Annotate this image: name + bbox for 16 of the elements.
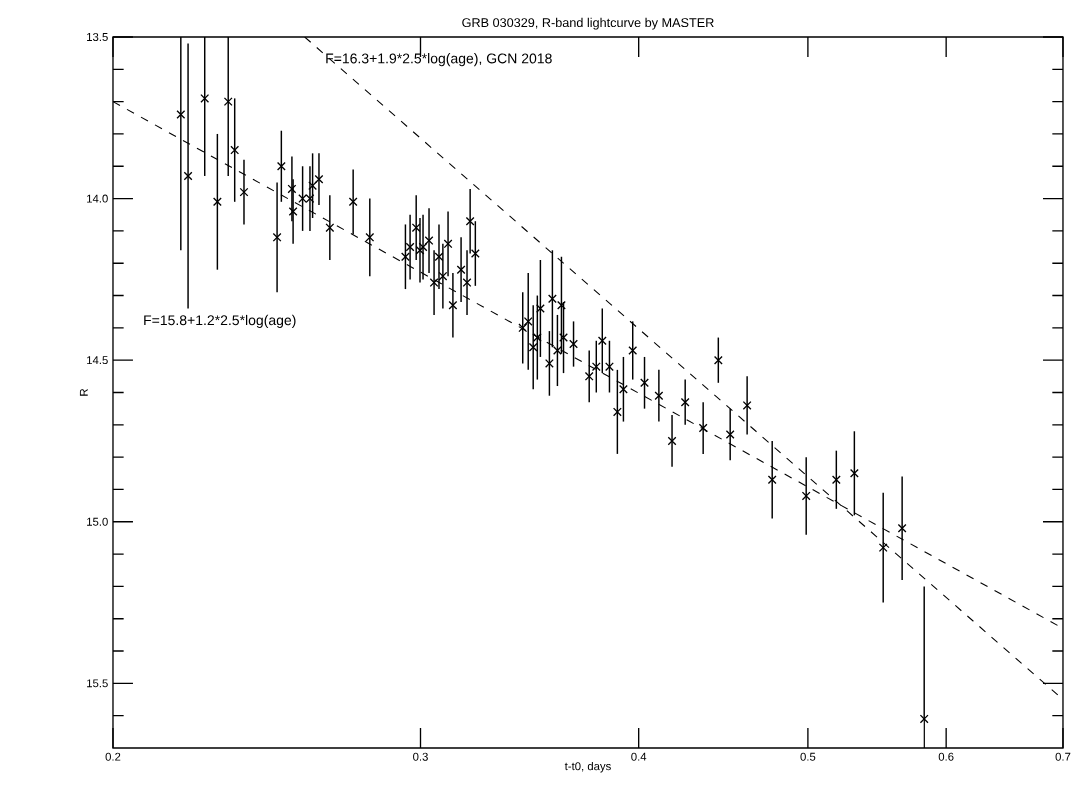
y-tick-label: 15.5 [87, 679, 108, 688]
annotation: F=15.8+1.2*2.5*log(age) [144, 314, 296, 328]
x-tick-label: 0.3 [413, 752, 428, 761]
y-tick-label: 14.5 [87, 356, 108, 365]
x-tick-label: 0.5 [800, 752, 816, 761]
x-axis-title: t-t0, days [564, 761, 611, 773]
x-tick-label: 0.4 [631, 752, 647, 761]
y-tick-label: 14.0 [87, 194, 108, 203]
x-tick-label: 0.2 [105, 752, 121, 761]
annotation: F=16.3+1.9*2.5*log(age), GCN 2018 [326, 53, 552, 67]
y-tick-label: 13.5 [87, 32, 108, 41]
x-tick-label: 0.6 [938, 752, 954, 761]
x-tick-label: 0.7 [1055, 752, 1071, 761]
y-tick-label: 15.0 [87, 517, 108, 526]
y-axis-title: R [79, 388, 88, 396]
chart-title: GRB 030329, R-band lightcurve by MASTER [462, 17, 714, 30]
